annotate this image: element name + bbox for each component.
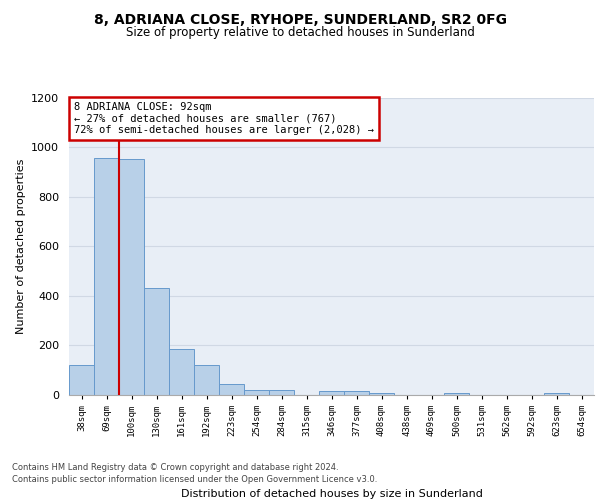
Text: 8, ADRIANA CLOSE, RYHOPE, SUNDERLAND, SR2 0FG: 8, ADRIANA CLOSE, RYHOPE, SUNDERLAND, SR…: [94, 12, 506, 26]
Bar: [219, 384, 244, 395]
Text: Size of property relative to detached houses in Sunderland: Size of property relative to detached ho…: [125, 26, 475, 39]
Bar: [119, 160, 144, 395]
Bar: [94, 158, 119, 395]
Bar: [69, 365, 94, 395]
Text: Contains HM Land Registry data © Crown copyright and database right 2024.: Contains HM Land Registry data © Crown c…: [12, 462, 338, 471]
Text: 8 ADRIANA CLOSE: 92sqm
← 27% of detached houses are smaller (767)
72% of semi-de: 8 ADRIANA CLOSE: 92sqm ← 27% of detached…: [74, 102, 374, 135]
Text: Contains public sector information licensed under the Open Government Licence v3: Contains public sector information licen…: [12, 475, 377, 484]
Bar: [344, 392, 369, 395]
Bar: [269, 390, 294, 395]
Bar: [244, 390, 269, 395]
Bar: [194, 365, 219, 395]
Bar: [144, 288, 169, 395]
Bar: [544, 392, 569, 395]
Bar: [444, 392, 469, 395]
Bar: [169, 349, 194, 395]
Y-axis label: Number of detached properties: Number of detached properties: [16, 158, 26, 334]
Bar: [369, 392, 394, 395]
Bar: [319, 392, 344, 395]
X-axis label: Distribution of detached houses by size in Sunderland: Distribution of detached houses by size …: [181, 489, 482, 499]
